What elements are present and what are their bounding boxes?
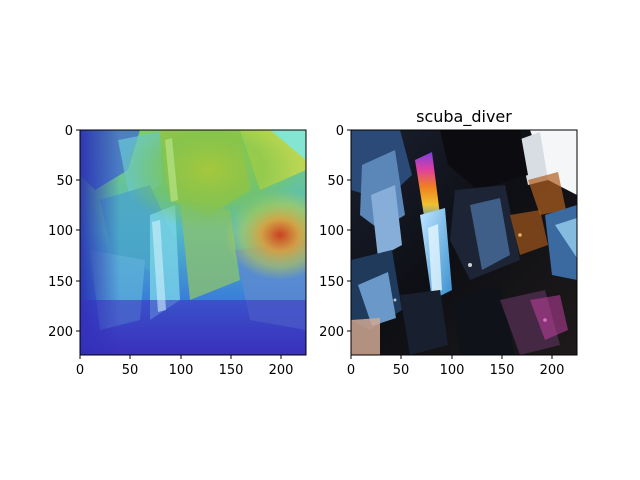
left-x-ticks: 0 50 100 150 200 — [76, 355, 294, 378]
left-xtick-label: 150 — [219, 363, 244, 378]
left-image — [80, 130, 306, 355]
left-xtick-label: 50 — [122, 363, 139, 378]
left-xtick-label: 200 — [269, 363, 294, 378]
left-ytick-label: 150 — [48, 275, 73, 290]
left-ytick-label: 50 — [56, 174, 73, 189]
left-ytick-label: 0 — [65, 124, 73, 139]
right-xtick-label: 150 — [490, 363, 515, 378]
right-xtick-label: 200 — [540, 363, 565, 378]
right-ytick-label: 100 — [319, 224, 344, 239]
right-image — [351, 130, 577, 355]
left-ytick-label: 200 — [48, 325, 73, 340]
right-y-ticks: 0 50 100 150 200 — [319, 124, 351, 340]
right-ytick-label: 0 — [336, 124, 344, 139]
left-axes-frame — [79, 129, 307, 356]
right-xtick-label: 100 — [440, 363, 465, 378]
right-xtick-label: 0 — [347, 363, 355, 378]
right-axes-frame — [350, 129, 578, 356]
left-y-ticks: 0 50 100 150 200 — [48, 124, 80, 340]
left-xtick-label: 0 — [76, 363, 84, 378]
left-xtick-label: 100 — [169, 363, 194, 378]
right-panel-title: scuba_diver — [416, 107, 512, 127]
right-xtick-label: 50 — [393, 363, 410, 378]
right-ytick-label: 50 — [327, 174, 344, 189]
right-ytick-label: 150 — [319, 275, 344, 290]
left-ytick-label: 100 — [48, 224, 73, 239]
right-x-ticks: 0 50 100 150 200 — [347, 355, 565, 378]
right-ytick-label: 200 — [319, 325, 344, 340]
